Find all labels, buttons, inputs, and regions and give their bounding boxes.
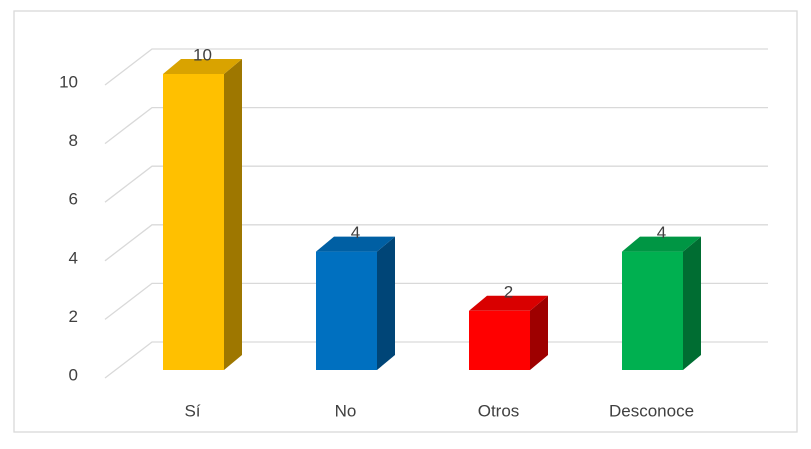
value-label: 4 xyxy=(351,223,360,242)
grid-line xyxy=(104,106,768,145)
bar-top xyxy=(163,59,242,74)
grid-line xyxy=(104,341,768,379)
bar xyxy=(622,251,683,370)
x-tick-label: Desconoce xyxy=(609,401,694,420)
bar-side xyxy=(377,236,395,370)
bar-side xyxy=(224,59,242,370)
x-tick-label: Otros xyxy=(478,401,520,420)
bar-side xyxy=(530,295,548,370)
grid-line xyxy=(104,224,768,262)
y-tick-label: 6 xyxy=(69,190,78,209)
value-label: 2 xyxy=(504,282,513,301)
x-tick-label: No xyxy=(335,401,357,420)
bar-top xyxy=(622,236,701,252)
grid-line xyxy=(104,282,768,320)
x-tick-label: Sí xyxy=(184,401,200,420)
y-tick-label: 2 xyxy=(69,307,78,326)
grid-line xyxy=(104,48,768,86)
bar xyxy=(316,251,377,370)
bar-side xyxy=(683,236,701,370)
y-tick-label: 10 xyxy=(59,72,78,91)
y-tick-label: 4 xyxy=(69,248,78,267)
bar xyxy=(163,74,224,370)
value-label: 10 xyxy=(193,45,212,64)
bar-top xyxy=(316,236,395,252)
bar xyxy=(469,310,530,370)
bar-top xyxy=(469,295,548,311)
grid-line xyxy=(104,165,768,203)
y-tick-label: 0 xyxy=(69,365,78,384)
value-label: 4 xyxy=(657,223,666,242)
y-tick-label: 8 xyxy=(69,131,78,150)
